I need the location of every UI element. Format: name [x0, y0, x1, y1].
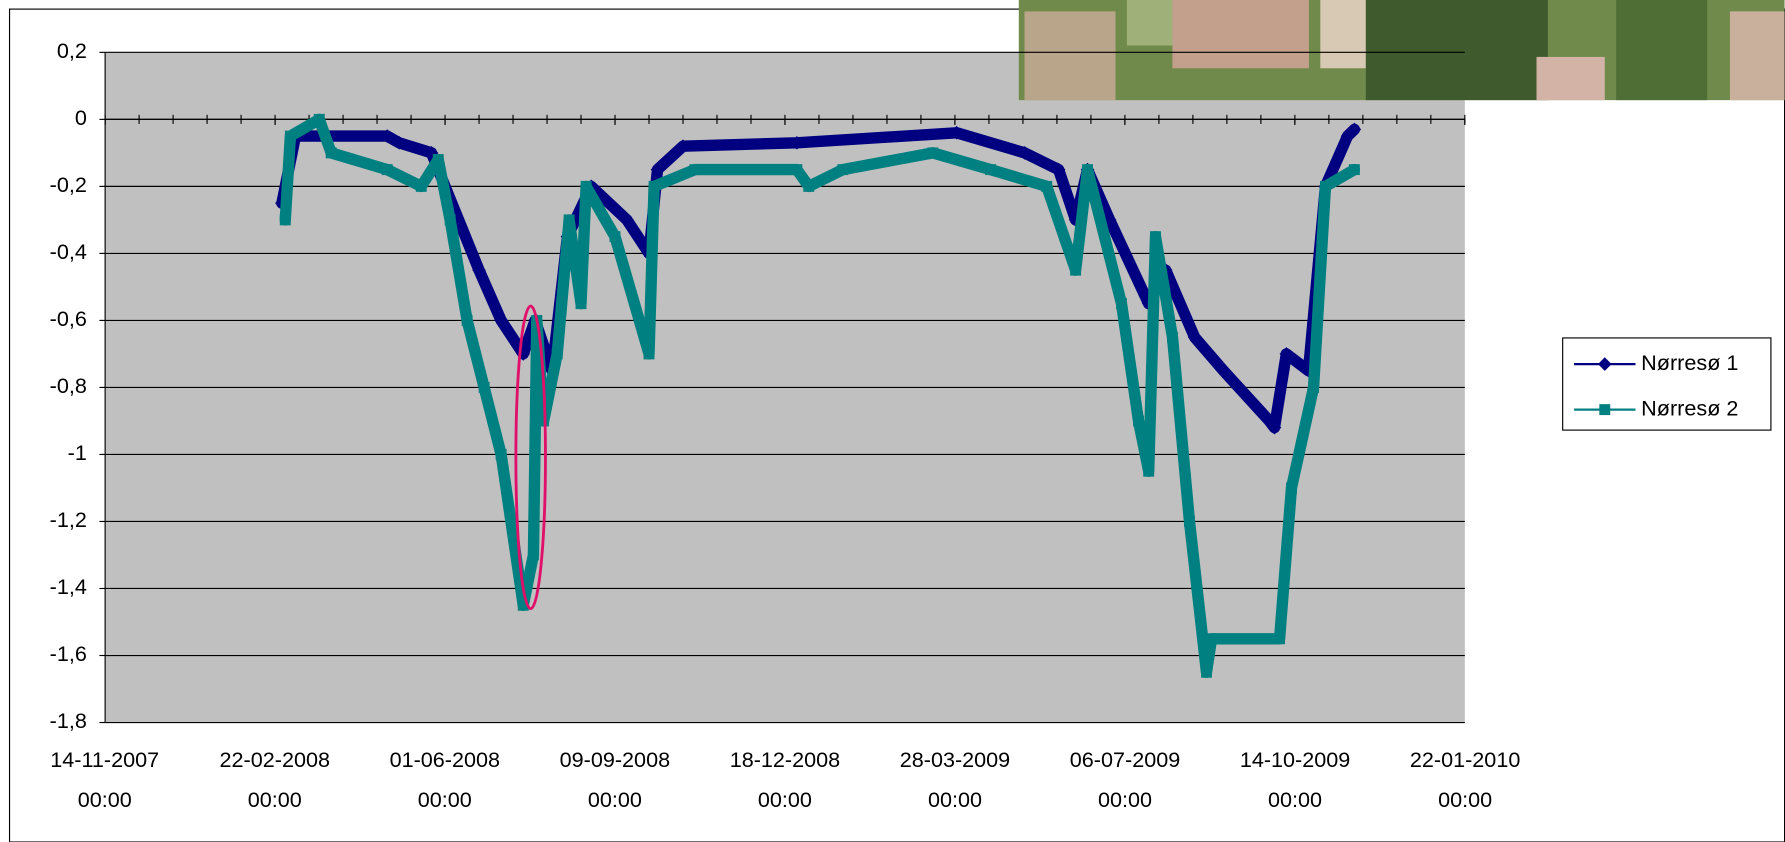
marker [803, 180, 815, 192]
x-tick-label: 01-06-2008 00:00 [389, 746, 501, 812]
marker [461, 314, 473, 326]
y-tick-label: -0,4 [50, 239, 87, 264]
marker [1201, 666, 1212, 678]
marker [1274, 633, 1286, 645]
marker [676, 139, 690, 153]
x-tick-label: 22-02-2008 00:00 [219, 746, 330, 812]
marker [985, 164, 997, 176]
marker [791, 164, 803, 176]
marker [1187, 330, 1202, 344]
y-tick-label: -1,8 [50, 708, 87, 733]
marker [495, 448, 507, 460]
marker [790, 135, 804, 150]
marker [563, 214, 575, 226]
marker [575, 298, 587, 310]
x-tick-label: 28-03-2009 00:00 [899, 746, 1011, 812]
marker [279, 214, 291, 226]
y-tick-label: -1,4 [50, 574, 87, 599]
y-tick-label: -0,2 [50, 172, 87, 197]
marker [432, 154, 444, 166]
marker [1116, 298, 1127, 310]
marker [392, 135, 406, 150]
y-tick-label: 0 [75, 105, 87, 130]
legend-label: Nørresø 1 [1641, 350, 1738, 375]
y-tick-label: 0,2 [57, 38, 87, 63]
marker [517, 599, 529, 611]
marker [551, 348, 563, 360]
marker [494, 313, 508, 328]
legend-label: Nørresø 2 [1641, 395, 1738, 420]
y-tick-label: -1 [68, 440, 87, 465]
highlight-ellipse [514, 304, 547, 611]
x-tick-label: 06-07-2009 00:00 [1069, 746, 1181, 812]
marker [1041, 180, 1053, 192]
marker [1267, 420, 1282, 435]
marker [472, 263, 486, 277]
marker [1143, 465, 1155, 477]
marker [1133, 415, 1144, 427]
marker [1286, 482, 1297, 494]
y-tick-label: -0,6 [50, 306, 87, 331]
marker [478, 381, 490, 393]
marker [415, 180, 427, 192]
marker [1597, 357, 1612, 371]
marker [1599, 404, 1611, 416]
aerial-photo [1018, 0, 1785, 101]
marker [1167, 331, 1178, 343]
marker [1017, 146, 1032, 160]
marker [1206, 633, 1218, 645]
x-tick-label: 14-11-2007 00:00 [50, 746, 160, 812]
marker [1348, 164, 1360, 176]
marker [1308, 381, 1320, 393]
marker [380, 129, 395, 143]
marker [527, 549, 539, 561]
y-tick-label: -1,2 [50, 507, 87, 532]
x-tick-label: 22-01-2010 00:00 [1409, 746, 1521, 812]
marker [927, 147, 939, 159]
marker [1216, 363, 1231, 378]
series-line [279, 113, 1361, 678]
x-tick-label: 09-09-2008 00:00 [559, 746, 671, 812]
marker [1051, 162, 1066, 177]
legend-box [1562, 337, 1772, 431]
y-tick-label: -0,8 [50, 373, 87, 398]
marker [620, 213, 634, 227]
marker [580, 180, 592, 192]
marker [1150, 231, 1161, 243]
marker [313, 113, 325, 125]
marker [1184, 516, 1195, 527]
x-tick-label: 14-10-2009 00:00 [1239, 746, 1351, 812]
marker [444, 214, 456, 226]
marker [643, 348, 655, 360]
marker [1319, 180, 1331, 192]
marker [648, 180, 660, 192]
marker [381, 164, 393, 176]
marker [284, 130, 296, 142]
marker [837, 164, 849, 176]
y-tick-label: -1,6 [50, 641, 87, 666]
marker [1070, 264, 1082, 276]
x-tick-label: 18-12-2008 00:00 [729, 746, 841, 812]
marker [1082, 164, 1093, 176]
marker [325, 147, 337, 159]
marker [689, 164, 701, 176]
marker [538, 415, 550, 427]
marker [650, 162, 665, 177]
marker [609, 231, 621, 243]
